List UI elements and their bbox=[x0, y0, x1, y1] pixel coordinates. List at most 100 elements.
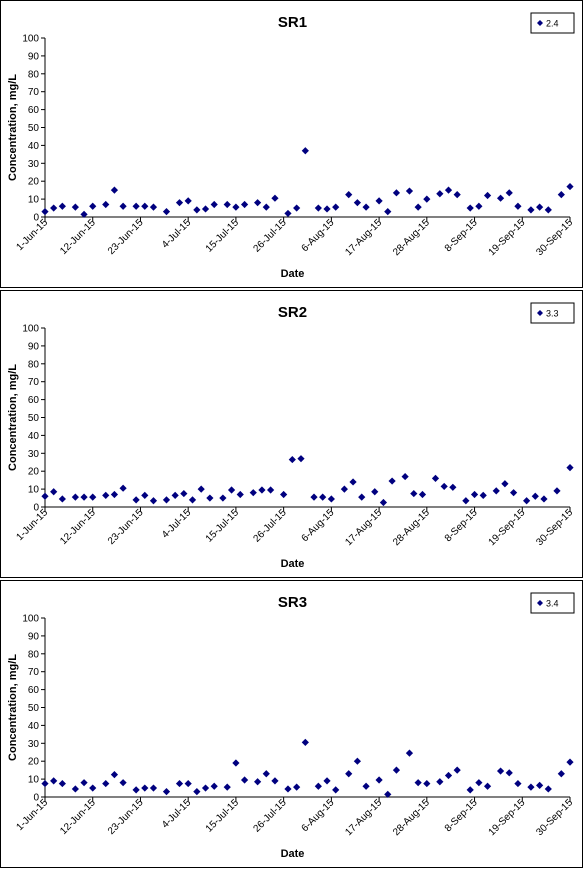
x-tick-label: 15-Jul-15 bbox=[204, 507, 242, 545]
data-point bbox=[201, 784, 210, 792]
chart-title: SR3 bbox=[278, 594, 307, 611]
data-point bbox=[505, 189, 513, 197]
x-tick-label: 19-Sep-15 bbox=[487, 797, 528, 838]
legend-marker bbox=[537, 310, 543, 316]
data-point bbox=[436, 778, 444, 786]
y-tick-label: 100 bbox=[22, 34, 39, 45]
data-point bbox=[349, 478, 357, 486]
x-tick-label: 26-Jul-15 bbox=[251, 507, 289, 545]
x-tick-label: 12-Jun-15 bbox=[58, 797, 98, 837]
x-tick-label: 4-Jul-15 bbox=[160, 797, 194, 831]
data-point bbox=[58, 202, 66, 210]
data-point bbox=[301, 738, 309, 747]
data-point bbox=[388, 477, 396, 485]
x-tick-label: 30-Sep-15 bbox=[534, 797, 575, 838]
data-point bbox=[149, 203, 158, 211]
y-tick-label: 40 bbox=[28, 431, 40, 442]
data-point bbox=[405, 749, 414, 757]
data-point bbox=[553, 487, 561, 495]
chart-title: SR2 bbox=[278, 304, 307, 321]
data-point bbox=[50, 204, 58, 212]
y-tick-label: 30 bbox=[28, 159, 40, 170]
data-point bbox=[71, 785, 79, 793]
y-tick-label: 60 bbox=[28, 685, 40, 696]
y-tick-label: 90 bbox=[28, 51, 40, 62]
x-tick-label: 6-Aug-15 bbox=[300, 217, 337, 254]
y-axis-label: Concentration, mg/L bbox=[7, 74, 19, 181]
chart-svg: SR2 0 10 20 30 40 50 60 70 80 90 100 1-Jun-15 12-Jun-… bbox=[7, 302, 575, 570]
data-point bbox=[193, 206, 201, 214]
data-point bbox=[453, 766, 461, 774]
data-point bbox=[254, 199, 262, 207]
data-point bbox=[80, 779, 88, 787]
data-point bbox=[527, 783, 535, 791]
x-tick-label: 6-Aug-15 bbox=[300, 797, 337, 834]
data-point bbox=[236, 490, 244, 499]
x-tick-label: 28-Aug-15 bbox=[391, 217, 432, 258]
data-point bbox=[293, 783, 301, 791]
data-point bbox=[132, 496, 140, 504]
data-point bbox=[132, 202, 140, 210]
data-point bbox=[149, 497, 158, 505]
data-point bbox=[327, 495, 335, 503]
x-tick-label: 26-Jul-15 bbox=[251, 797, 289, 835]
data-point bbox=[340, 485, 348, 493]
data-point bbox=[475, 779, 483, 787]
data-point bbox=[41, 779, 49, 788]
y-tick-label: 50 bbox=[28, 413, 40, 424]
data-point bbox=[392, 766, 401, 774]
data-point bbox=[219, 494, 227, 502]
data-point bbox=[483, 782, 492, 790]
x-tick-label: 4-Jul-15 bbox=[160, 507, 194, 541]
data-point bbox=[449, 483, 457, 491]
data-point bbox=[470, 490, 479, 499]
y-tick-label: 10 bbox=[28, 485, 40, 496]
data-point bbox=[544, 785, 552, 793]
data-point bbox=[271, 777, 279, 785]
data-point bbox=[453, 191, 461, 199]
x-tick-label: 30-Sep-15 bbox=[534, 507, 575, 548]
y-tick-label: 70 bbox=[28, 667, 40, 678]
y-tick-label: 90 bbox=[28, 341, 40, 352]
y-axis-label: Concentration, mg/L bbox=[7, 364, 19, 471]
x-tick-label: 1-Jun-15 bbox=[14, 797, 50, 833]
data-point bbox=[132, 786, 140, 794]
y-tick-label: 50 bbox=[28, 123, 40, 134]
data-point bbox=[362, 203, 370, 211]
data-point bbox=[227, 486, 236, 494]
x-tick-label: 8-Sep-15 bbox=[443, 797, 480, 834]
y-tick-label: 0 bbox=[33, 213, 39, 224]
data-point bbox=[323, 205, 331, 213]
data-point bbox=[180, 489, 188, 498]
data-point bbox=[332, 786, 340, 794]
legend-label: 3.3 bbox=[546, 309, 559, 319]
data-point bbox=[284, 785, 292, 793]
x-tick-label: 28-Aug-15 bbox=[391, 797, 432, 838]
data-point bbox=[392, 189, 401, 197]
data-point bbox=[262, 203, 270, 211]
x-tick-label: 1-Jun-15 bbox=[14, 507, 50, 543]
data-point bbox=[141, 784, 149, 792]
data-point bbox=[384, 208, 392, 216]
x-tick-label: 17-Aug-15 bbox=[343, 507, 384, 548]
y-tick-label: 40 bbox=[28, 721, 40, 732]
data-point bbox=[496, 767, 505, 775]
data-point bbox=[297, 455, 305, 463]
chart-svg: SR3 0 10 20 30 40 50 60 70 80 90 100 1-Jun-15 12-Jun-… bbox=[7, 592, 575, 860]
data-point bbox=[509, 489, 518, 497]
data-point bbox=[223, 783, 231, 791]
x-tick-label: 23-Jun-15 bbox=[106, 217, 146, 257]
data-point bbox=[162, 788, 171, 796]
data-point bbox=[566, 464, 574, 472]
data-point bbox=[462, 497, 470, 505]
data-point bbox=[267, 486, 275, 494]
x-tick-label: 17-Aug-15 bbox=[343, 797, 384, 838]
data-point bbox=[444, 186, 453, 194]
data-point bbox=[171, 491, 179, 499]
data-point bbox=[410, 489, 418, 498]
y-tick-label: 20 bbox=[28, 467, 40, 478]
data-point bbox=[258, 486, 266, 494]
data-point bbox=[232, 759, 240, 767]
data-point bbox=[501, 480, 509, 488]
